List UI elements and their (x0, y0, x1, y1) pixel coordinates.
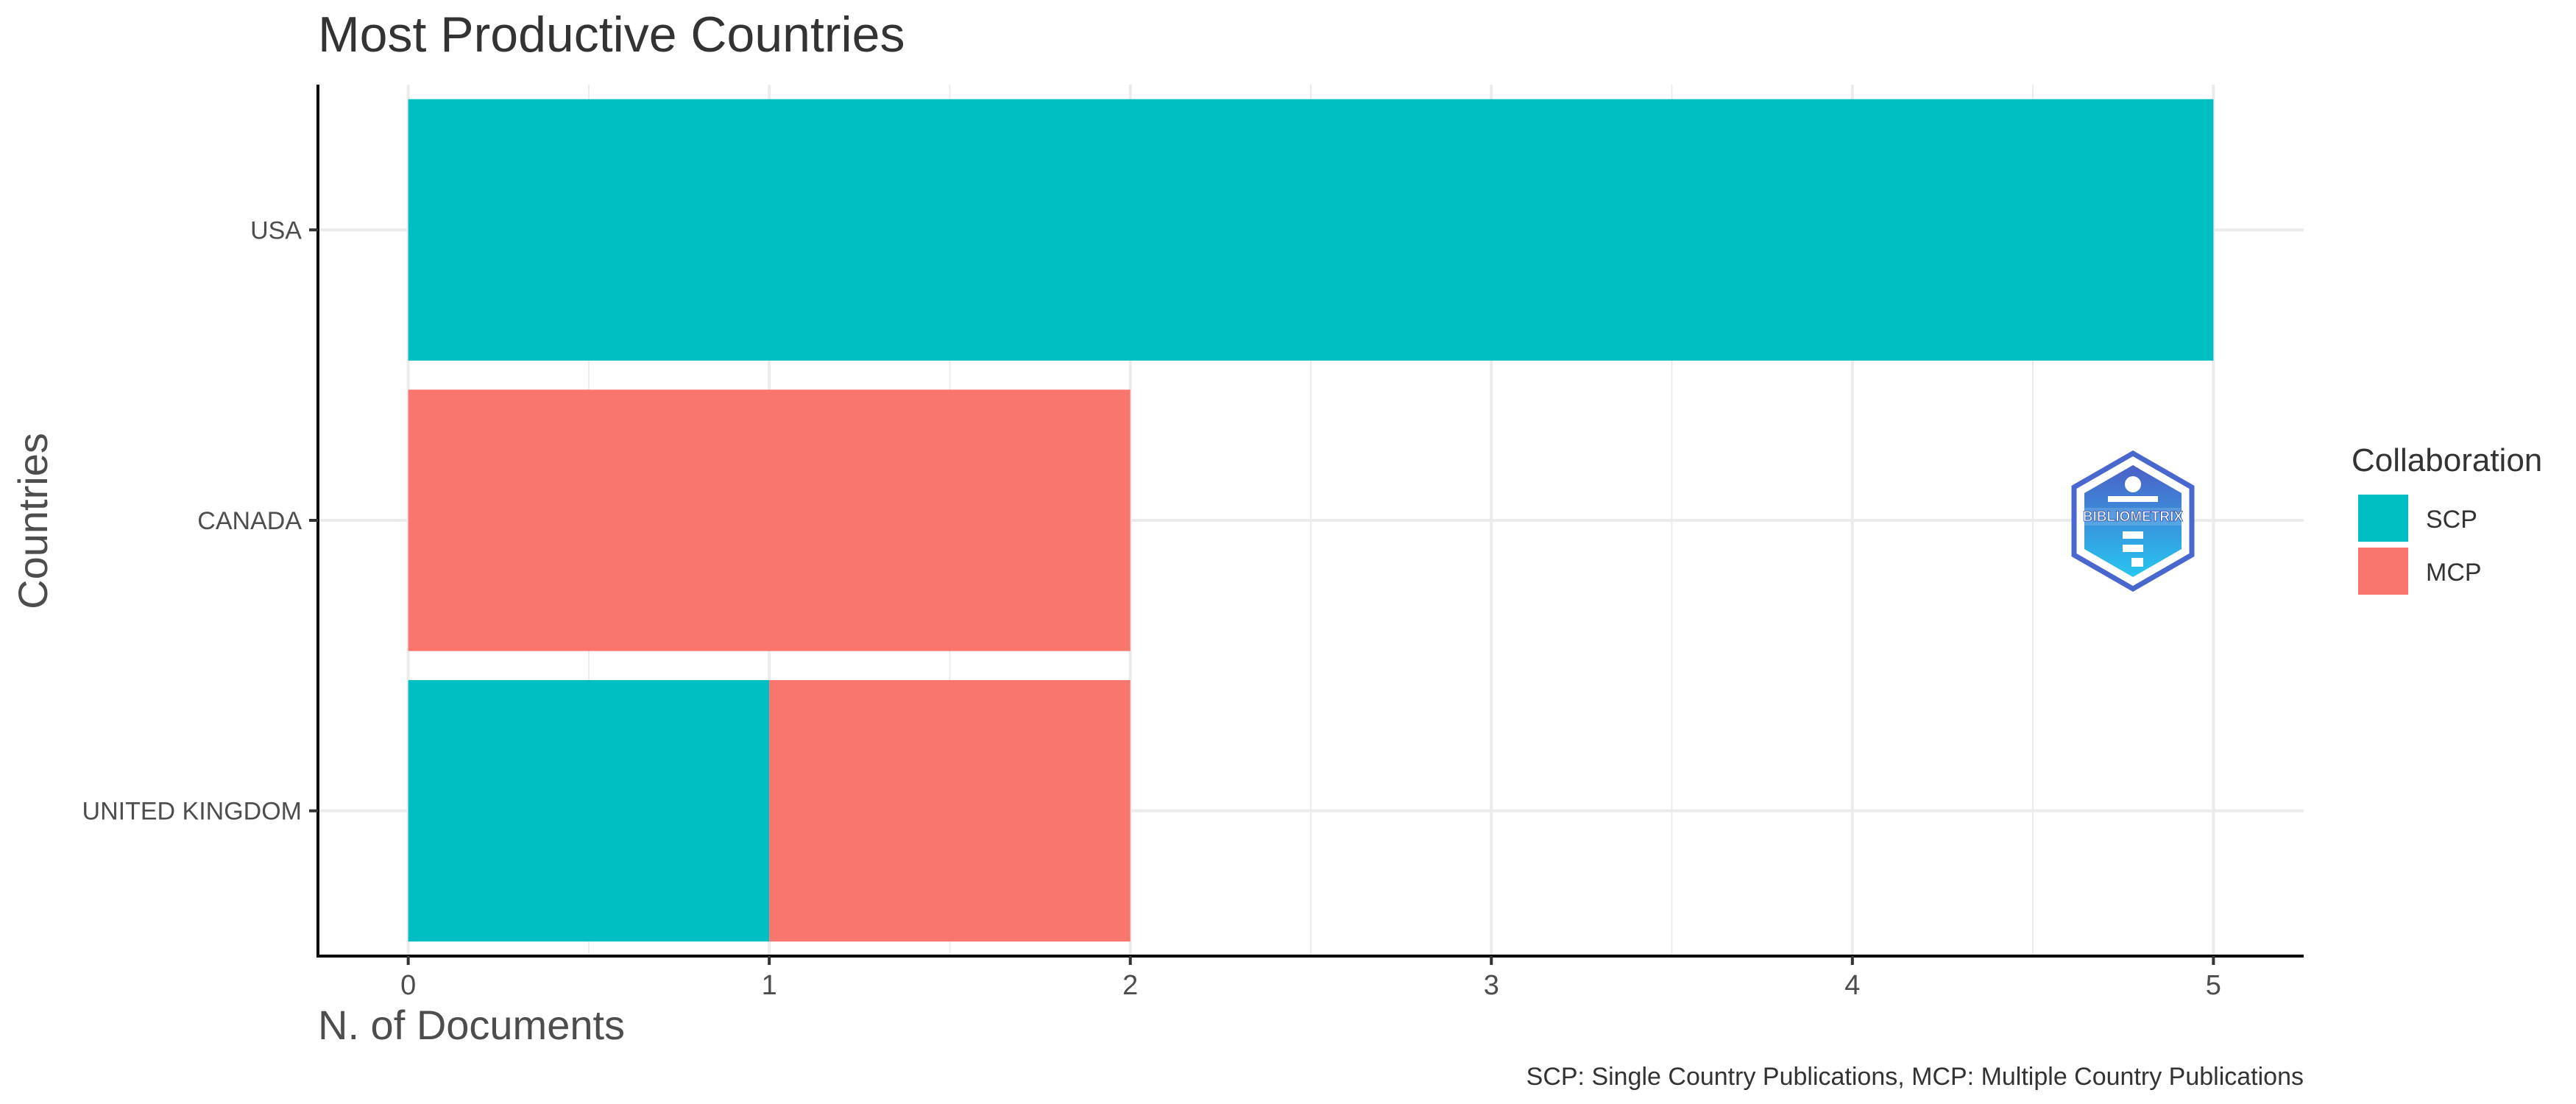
y-tick-label: USA (250, 216, 302, 244)
bars (408, 99, 2214, 942)
legend: Collaboration SCP MCP (2352, 442, 2542, 595)
logo-text: BIBLIOMETRIX (2083, 509, 2183, 525)
legend-label-mcp: MCP (2426, 559, 2482, 587)
x-tick-label: 0 (400, 970, 416, 1001)
x-tick-label: 2 (1122, 970, 1138, 1001)
legend-swatch-mcp (2358, 548, 2408, 595)
y-tick-label: UNITED KINGDOM (82, 798, 302, 826)
y-axis-label: Countries (10, 433, 56, 609)
x-tick-label: 4 (1844, 970, 1860, 1001)
bar-scp-united-kingdom (408, 680, 770, 942)
bar-mcp-united-kingdom (769, 680, 1130, 942)
x-tick-label: 5 (2206, 970, 2221, 1001)
x-tick-label: 3 (1484, 970, 1499, 1001)
legend-label-scp: SCP (2426, 506, 2477, 534)
bibliometrix-logo-icon: BIBLIOMETRIX (2071, 450, 2195, 592)
bar-scp-usa (408, 99, 2214, 361)
x-tick-label: 1 (762, 970, 777, 1001)
x-axis-label: N. of Documents (318, 1002, 625, 1048)
y-tick-label: CANADA (197, 507, 302, 535)
legend-swatch-scp (2358, 495, 2408, 542)
x-ticks: 0 1 2 3 4 5 (400, 956, 2221, 1001)
y-ticks: USA CANADA UNITED KINGDOM (82, 216, 318, 826)
bar-mcp-canada (408, 389, 1130, 651)
legend-title: Collaboration (2352, 442, 2542, 478)
chart-caption: SCP: Single Country Publications, MCP: M… (1526, 1063, 2304, 1091)
chart-title: Most Productive Countries (318, 7, 905, 63)
